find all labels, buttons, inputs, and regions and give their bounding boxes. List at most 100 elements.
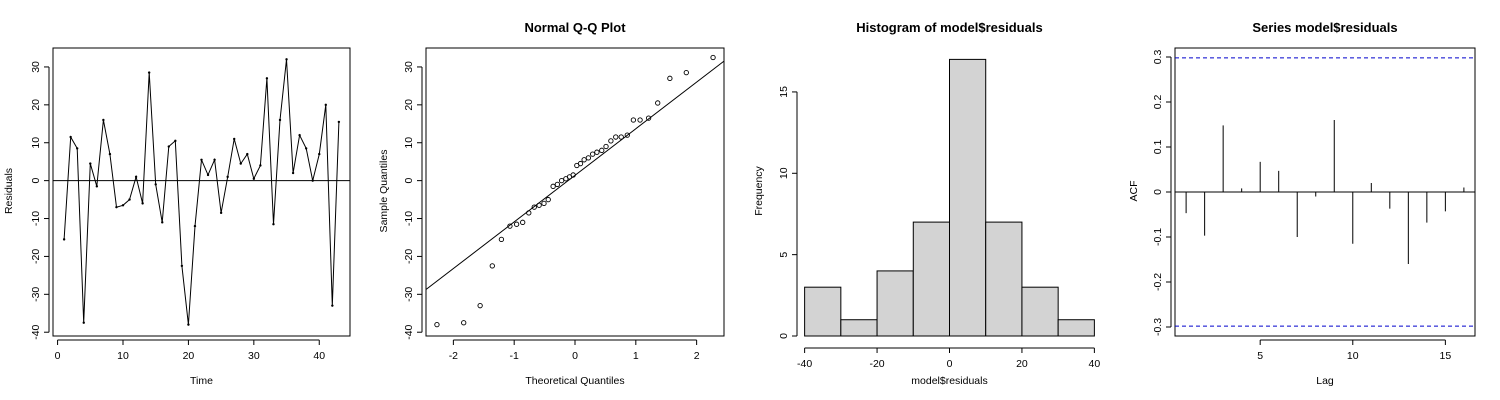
qq-point	[613, 134, 619, 140]
panel-2-x-tick-label: -2	[449, 350, 458, 362]
panel-1-xlabel: Time	[190, 375, 213, 387]
residual-point	[304, 147, 308, 150]
panel-4-title: Series model$residuals	[1252, 20, 1397, 35]
panel-2-y-tick-label: -40	[403, 324, 415, 339]
residual-point	[272, 223, 275, 226]
panel-2-plot-frame	[425, 47, 725, 337]
qq-point	[608, 138, 614, 144]
panel-2-title: Normal Q-Q Plot	[524, 20, 626, 35]
qq-point	[558, 177, 565, 184]
panel-2-x-tick-label: 0	[572, 350, 578, 362]
residual-point	[298, 133, 301, 137]
qq-point	[513, 221, 520, 227]
panel-4-y-tick-label: -0.3	[1152, 318, 1164, 336]
panel-1-y-tick-label: 30	[30, 61, 42, 73]
qq-point	[520, 219, 526, 225]
panel-2-x-tick-label: 1	[633, 350, 639, 362]
panel-2-y-tick-label: -30	[403, 287, 415, 302]
panel-2-xlabel: Theoretical Quantiles	[525, 375, 624, 387]
panel-3-x-tick-label: -40	[797, 358, 812, 370]
panel-3-x-tick-label: -20	[869, 358, 884, 370]
residual-point	[259, 164, 262, 167]
qq-point	[477, 303, 483, 309]
panel-1-x-tick-label: 10	[117, 350, 129, 362]
qq-point	[461, 320, 467, 326]
residual-point	[337, 120, 341, 124]
qq-point	[667, 75, 673, 81]
residual-point	[239, 162, 242, 165]
panel-4-y-tick-label: -0.2	[1152, 273, 1164, 291]
residual-point	[233, 137, 236, 141]
panel-1-plot-frame	[52, 47, 351, 337]
panel-3-x-tick-label: 0	[947, 358, 953, 370]
panel-4-y-tick-label: 0.2	[1152, 95, 1164, 110]
qq-point	[550, 183, 556, 189]
panel-2-x-tick-label: 2	[694, 350, 700, 362]
panel-1-x-tick-label: 40	[313, 350, 325, 362]
panel-4-x-tick-label: 5	[1257, 350, 1263, 362]
residual-point	[62, 238, 66, 241]
residual-point	[102, 118, 105, 122]
qq-point	[541, 200, 547, 207]
panel-4-xlabel: Lag	[1316, 375, 1334, 387]
residual-point	[95, 185, 99, 188]
histogram-bar	[840, 319, 878, 337]
qq-point	[489, 263, 495, 269]
residual-point	[291, 171, 295, 175]
residual-point	[200, 158, 203, 161]
residual-point	[174, 139, 177, 143]
residual-point	[108, 152, 112, 156]
panel-3-ylabel: Frequency	[753, 165, 765, 215]
panel-2-y-tick-label: 10	[403, 137, 415, 149]
panel-4-y-tick-label: 0.3	[1152, 50, 1164, 65]
residual-point	[147, 71, 151, 74]
residual-point	[128, 198, 131, 201]
qq-point	[683, 69, 689, 76]
panel-4-x-tick-label: 10	[1347, 350, 1359, 362]
residual-point	[206, 173, 210, 177]
residual-point	[180, 264, 184, 268]
panel-1-ylabel: Residuals	[3, 168, 15, 214]
residual-point	[76, 147, 79, 150]
panel-3-title: Histogram of model$residuals	[856, 20, 1042, 35]
histogram-bar	[912, 221, 951, 337]
residual-point	[154, 183, 157, 186]
qq-point	[585, 155, 592, 161]
qq-point	[599, 147, 605, 153]
residual-point	[82, 321, 85, 324]
qq-point	[603, 143, 609, 150]
panel-4-y-tick-label: 0.1	[1152, 140, 1164, 155]
panel-2-y-tick-label: 30	[403, 61, 415, 73]
qq-point	[570, 172, 576, 178]
residual-point	[246, 152, 249, 156]
residual-point	[318, 152, 321, 156]
histogram-bar	[1057, 319, 1095, 337]
panel-1-y-tick-label: -30	[30, 287, 42, 302]
panel-normal-qq-plot: Normal Q-Q Plot Theoretical Quantiles Sa…	[378, 20, 725, 387]
residual-point	[193, 224, 197, 228]
qq-point	[630, 117, 637, 123]
residual-point	[134, 175, 138, 179]
panel-2-y-tick-label: -20	[403, 249, 415, 264]
residual-point	[213, 158, 216, 161]
residual-point	[219, 211, 223, 215]
residual-point	[115, 205, 118, 209]
panel-3-y-tick-label: 15	[778, 86, 790, 98]
panel-2-y-tick-label: 0	[403, 178, 415, 184]
residual-point	[167, 145, 170, 148]
panel-4-ylabel: ACF	[1128, 181, 1140, 202]
panel-1-y-tick-label: -10	[30, 211, 42, 226]
panel-4-y-tick-label: -0.1	[1152, 228, 1164, 246]
histogram-bar	[804, 286, 842, 337]
qq-point	[531, 204, 537, 210]
qq-point	[655, 100, 661, 106]
panel-1-y-tick-label: -40	[30, 324, 42, 339]
histogram-bar	[1021, 286, 1059, 337]
panel-4-y-tick-label: 0	[1152, 189, 1164, 195]
residual-point	[331, 304, 334, 307]
panel-3-y-tick-label: 5	[778, 252, 790, 258]
panel-2-y-tick-label: 20	[403, 99, 415, 111]
panel-residuals-time-series: Time Residuals 0 10 20 30 40 -40 -30 -20 -10 0 10 2…	[3, 47, 351, 387]
residual-point	[161, 221, 164, 224]
